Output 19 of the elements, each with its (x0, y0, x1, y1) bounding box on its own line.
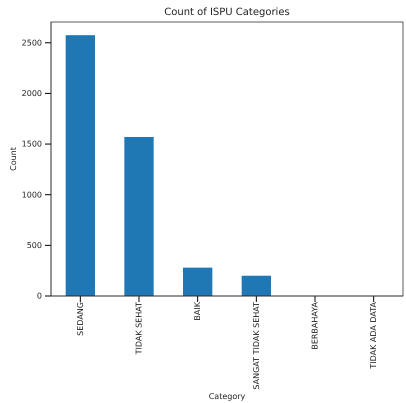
y-tick-label: 2000 (22, 88, 42, 98)
bar (124, 136, 154, 296)
x-axis-title: Category (208, 392, 246, 401)
bar (242, 276, 271, 296)
y-tick-label: 0 (36, 292, 42, 301)
chart-title: Count of ISPU Categories (164, 7, 290, 18)
y-tick-label: 2500 (22, 38, 42, 48)
x-tick-label: BAIK (193, 301, 202, 321)
bar (183, 268, 212, 296)
x-tick-label: TIDAK ADA DATA (369, 301, 378, 370)
y-tick-label: 1000 (22, 190, 42, 200)
x-tick-label: SEDANG (76, 302, 85, 336)
y-axis-title: Count (9, 147, 18, 171)
x-tick-label: TIDAK SEHAT (134, 302, 144, 356)
x-tick-label: BERBAHAYA (310, 301, 320, 350)
y-tick-label: 500 (26, 240, 42, 250)
bar (66, 35, 95, 296)
y-tick-label: 1500 (22, 140, 42, 149)
x-tick-label: SANGAT TIDAK SEHAT (252, 302, 261, 390)
